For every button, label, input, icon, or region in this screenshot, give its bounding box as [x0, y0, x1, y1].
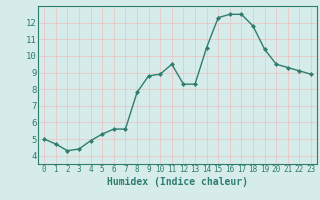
X-axis label: Humidex (Indice chaleur): Humidex (Indice chaleur) [107, 177, 248, 187]
